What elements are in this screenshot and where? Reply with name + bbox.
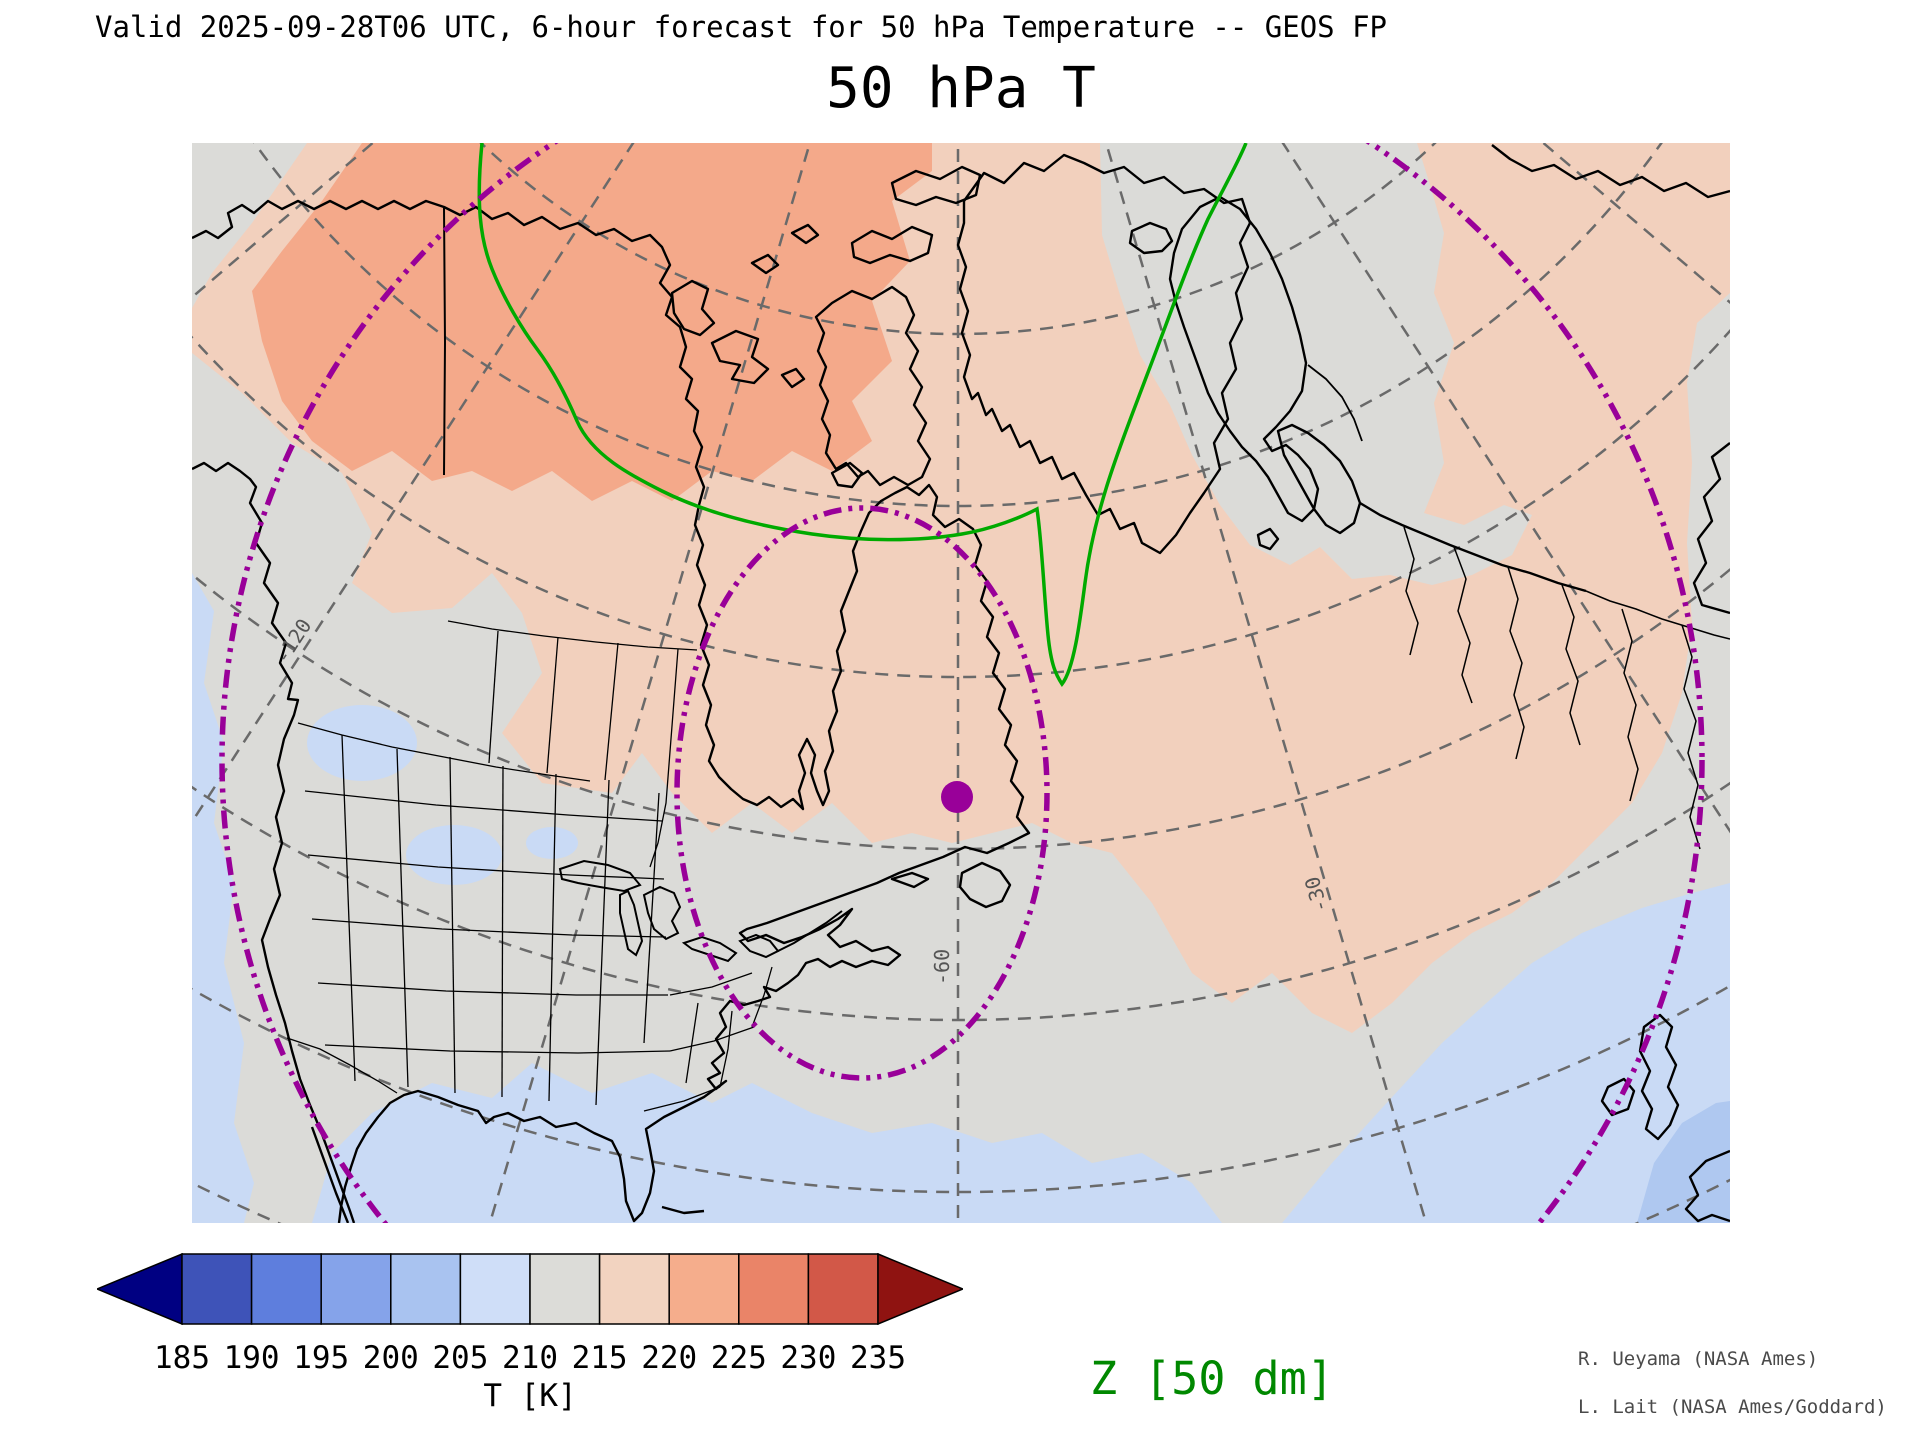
colorbar-tick: 215 — [571, 1340, 628, 1376]
island-arctic-small-2 — [790, 223, 820, 245]
st-lawrence-river — [777, 910, 843, 952]
colorbar-right-arrow — [877, 1253, 963, 1325]
temperature-shading — [192, 143, 1730, 1223]
gray-corner-notch — [192, 143, 307, 308]
border-alaska-yukon — [443, 206, 446, 476]
coast-baja — [310, 1126, 350, 1224]
vortex-center-marker — [941, 781, 973, 813]
credit-line-2: L. Lait (NASA Ames/Goddard) — [1578, 1396, 1887, 1418]
island-king-william — [780, 367, 806, 389]
island-banks — [670, 279, 716, 337]
band-200-205-corner — [1637, 1101, 1730, 1223]
coast-mainland-north-america — [191, 199, 1031, 1224]
credit-line-1: R. Ueyama (NASA Ames) — [1578, 1348, 1819, 1370]
island-newfoundland — [958, 861, 1012, 909]
z-contour-legend: Z [50 dm] — [1090, 1352, 1334, 1405]
colorbar-segment — [668, 1253, 740, 1325]
border-60n-provinces — [447, 620, 698, 651]
coast-arctic-russia — [1491, 144, 1731, 199]
plot-title: 50 hPa T — [826, 56, 1096, 121]
gridline-label-60w: -60 — [930, 949, 954, 985]
colorbar-tick: 205 — [432, 1340, 489, 1376]
coast-south-baltic — [1359, 501, 1587, 593]
colorbar-tick: 210 — [502, 1340, 558, 1376]
colorbar-tick: 195 — [293, 1340, 350, 1376]
colorbar-tick: 185 — [154, 1340, 210, 1376]
island-cuba — [661, 1205, 705, 1215]
colorbar-segment — [807, 1253, 879, 1325]
coast-west-europe — [1684, 1149, 1731, 1223]
colorbar-segment — [250, 1253, 322, 1325]
island-devon — [850, 225, 934, 265]
colorbar-segment — [181, 1253, 253, 1325]
colorbar-segment — [738, 1253, 810, 1325]
colorbar-tick: 190 — [223, 1340, 280, 1376]
colorbar-unit-label: T [K] — [483, 1378, 577, 1414]
band-205-210-gulf-atlantic — [312, 1063, 1222, 1223]
colorbar-tick: 235 — [850, 1340, 906, 1376]
coastlines — [191, 144, 1731, 1224]
band-220-225 — [252, 143, 932, 501]
island-ellesmere — [890, 165, 982, 207]
colorbar — [97, 1253, 963, 1325]
colorbar-segment — [459, 1253, 531, 1325]
coast-greenland — [956, 153, 1252, 555]
band-205-210-southeast — [1282, 883, 1730, 1223]
colorbar-left-arrow — [97, 1253, 183, 1325]
island-ireland — [1600, 1077, 1636, 1117]
band-205-210-inland-2 — [406, 825, 502, 885]
colorbar-tick: 200 — [362, 1340, 419, 1376]
island-denmark — [1256, 527, 1280, 551]
z-height-contour — [477, 142, 1248, 687]
island-arctic-small-1 — [750, 253, 780, 275]
great-lakes — [558, 859, 843, 963]
coast-pacific — [191, 461, 356, 1224]
coast-baltic — [1276, 423, 1362, 535]
lake-huron — [642, 885, 682, 941]
colorbar-tick: 220 — [641, 1340, 698, 1376]
island-iceland — [1128, 221, 1174, 255]
coast-white-sea — [1692, 442, 1731, 615]
colorbar-segment — [320, 1253, 392, 1325]
island-baffin — [814, 285, 932, 487]
colorbar-segment — [529, 1253, 601, 1325]
validity-header: Valid 2025-09-28T06 UTC, 6-hour forecast… — [95, 10, 1388, 44]
border-us-mexico — [286, 1037, 398, 1094]
band-205-210-inland-3 — [526, 827, 578, 859]
lake-superior — [558, 859, 642, 893]
colorbar-segment — [390, 1253, 462, 1325]
band-205-210-pacific — [192, 573, 254, 1223]
band-205-210-inland-1 — [307, 705, 417, 781]
lake-michigan — [619, 889, 644, 957]
vortex-edge-inner — [674, 505, 1050, 1081]
colorbar-tick: 225 — [710, 1340, 767, 1376]
border-finland-russia — [1307, 364, 1363, 442]
political-borders — [286, 526, 1731, 1112]
gray-scandinavia-patch — [1100, 143, 1532, 585]
island-britain — [1638, 1013, 1680, 1141]
coast-scandinavia — [1168, 195, 1320, 523]
colorbar-tick: 230 — [780, 1340, 837, 1376]
lake-erie — [681, 935, 738, 963]
borders-europe — [1403, 526, 1419, 656]
island-anticosti — [890, 871, 930, 889]
island-victoria — [710, 329, 770, 385]
colorbar-segment — [598, 1253, 670, 1325]
